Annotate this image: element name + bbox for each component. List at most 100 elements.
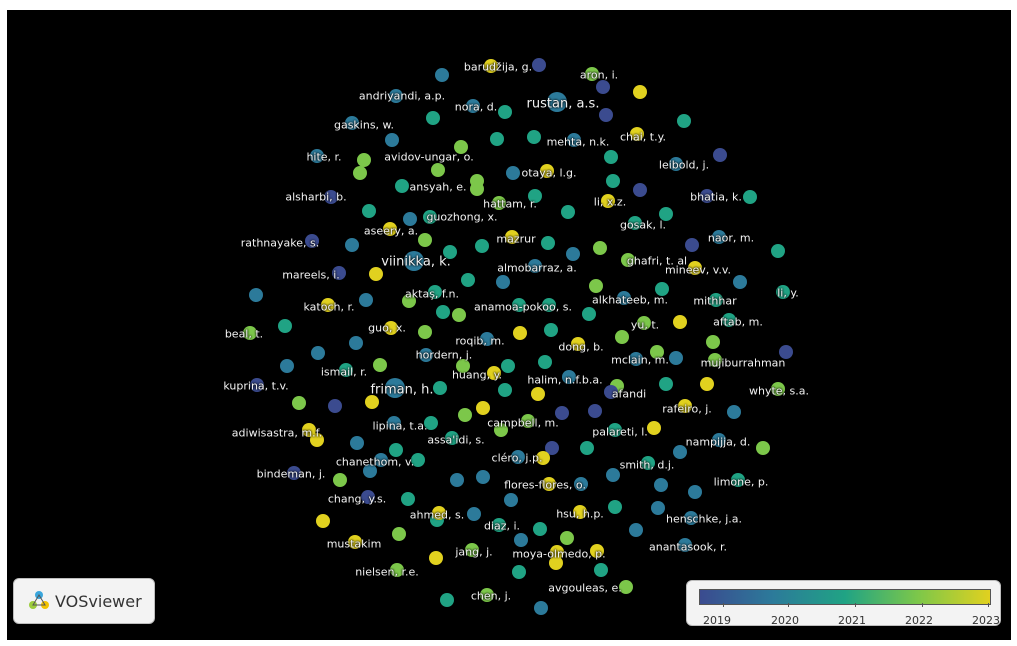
network-node[interactable] [617,291,631,305]
network-node[interactable] [678,399,692,413]
network-node[interactable] [604,385,618,399]
author-label[interactable]: hsu, h.p. [556,507,604,521]
network-node[interactable] [776,285,790,299]
network-node[interactable] [615,330,629,344]
author-label[interactable]: moya-olmedo, p. [512,547,606,561]
network-node[interactable] [562,370,576,384]
network-node[interactable] [278,319,292,333]
network-node[interactable] [641,456,655,470]
network-node[interactable] [476,401,490,415]
network-node[interactable] [305,234,319,248]
network-node[interactable] [756,441,770,455]
network-node[interactable] [389,443,403,457]
network-node[interactable] [601,194,615,208]
author-label[interactable]: bhatia, k. [690,190,742,204]
network-node[interactable] [544,323,558,337]
network-node[interactable] [357,153,371,167]
network-node[interactable] [389,89,403,103]
author-label[interactable]: ansyah, e. [409,180,467,194]
network-node[interactable] [496,275,510,289]
network-node[interactable] [590,544,604,558]
network-node[interactable] [706,335,720,349]
network-node[interactable] [332,266,346,280]
network-node[interactable] [629,523,643,537]
author-label[interactable]: barudžija, g. [463,60,533,74]
network-node[interactable] [475,239,489,253]
author-label[interactable]: aktaş, f.n. [405,287,459,301]
author-label[interactable]: almobarraz, a. [497,261,577,275]
network-node[interactable] [423,210,437,224]
network-node[interactable] [511,450,525,464]
network-node[interactable] [688,485,702,499]
network-node[interactable] [501,359,515,373]
author-label[interactable]: mustakim [326,537,382,551]
network-node[interactable] [608,423,622,437]
network-node[interactable] [727,405,741,419]
network-node[interactable] [250,378,264,392]
network-node[interactable] [567,133,581,147]
author-label[interactable]: palareti, l. [592,425,648,439]
network-node[interactable] [779,345,793,359]
network-node[interactable] [428,285,442,299]
network-node[interactable] [571,337,585,351]
author-label[interactable]: huang, y. [451,368,503,382]
network-node[interactable] [418,325,432,339]
network-node[interactable] [402,294,416,308]
author-label[interactable]: diaz, i. [483,519,521,533]
network-node[interactable] [384,321,398,335]
network-node[interactable] [324,190,338,204]
author-label[interactable]: nora, d. [454,100,498,114]
network-node[interactable] [621,253,635,267]
network-node[interactable] [555,406,569,420]
author-label[interactable]: anamoa-pokoo, s. [474,300,572,314]
network-node[interactable] [512,565,526,579]
network-node[interactable] [628,216,642,230]
network-node[interactable] [328,399,342,413]
author-label[interactable]: rafeiro, j. [662,402,712,416]
network-node[interactable] [487,366,501,380]
author-label[interactable]: halim, n.f.b.a. [527,373,603,387]
network-node[interactable] [606,174,620,188]
network-node[interactable] [709,293,723,307]
network-node[interactable] [310,433,324,447]
author-label[interactable]: li, y. [777,286,799,300]
network-node[interactable] [365,395,379,409]
network-node[interactable] [580,441,594,455]
network-node[interactable] [492,196,506,210]
network-node[interactable] [589,279,603,293]
network-node[interactable] [506,166,520,180]
network-node[interactable] [536,451,550,465]
author-label[interactable]: mujiburrahman [700,356,786,370]
network-node[interactable] [492,518,506,532]
network-node[interactable] [452,308,466,322]
network-node[interactable] [392,527,406,541]
network-node[interactable] [435,68,449,82]
network-node[interactable] [249,288,263,302]
author-label[interactable]: aseery, a. [363,224,419,238]
author-label[interactable]: mareels, i. [282,268,340,282]
network-node[interactable] [316,514,330,528]
network-node[interactable] [466,99,480,113]
network-node[interactable] [700,189,714,203]
network-node[interactable] [461,273,475,287]
author-label[interactable]: henschke, j.a. [666,512,742,526]
author-label[interactable]: aftab, m. [713,315,763,329]
author-label[interactable]: smith, d.j. [619,458,675,472]
author-label[interactable]: mineev, v.v. [664,263,732,277]
author-label[interactable]: guozhong, x. [426,210,498,224]
network-node[interactable] [348,535,362,549]
author-label[interactable]: limone, p. [713,475,769,489]
network-node[interactable] [484,59,498,73]
network-node[interactable] [374,453,388,467]
network-node[interactable] [480,332,494,346]
author-label[interactable]: avidov-ungar, o. [384,150,474,164]
network-node[interactable] [651,501,665,515]
network-node[interactable] [633,183,647,197]
network-node[interactable] [654,478,668,492]
network-node[interactable] [684,511,698,525]
network-node[interactable] [630,127,644,141]
network-node[interactable] [599,108,613,122]
network-node[interactable] [669,157,683,171]
network-node[interactable] [582,307,596,321]
network-node[interactable] [688,261,702,275]
